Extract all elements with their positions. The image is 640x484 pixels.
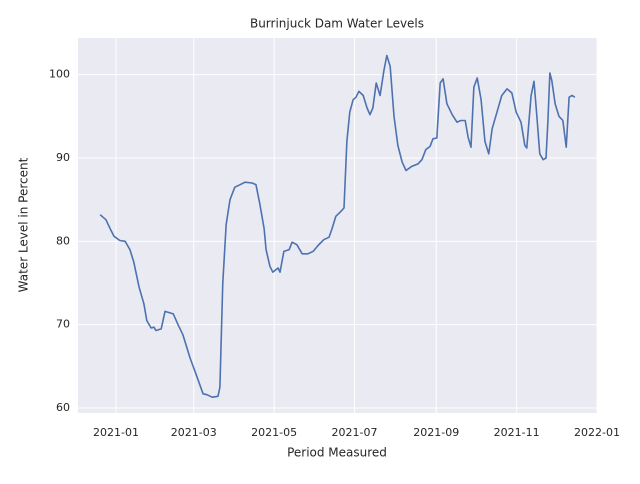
x-axis-label: Period Measured: [287, 446, 387, 460]
x-tick-label: 2021-07: [332, 426, 378, 439]
y-axis-label: Water Level in Percent: [17, 157, 31, 292]
x-tick-label: 2021-05: [251, 426, 297, 439]
x-tick-label: 2021-01: [93, 426, 139, 439]
x-tick-label: 2021-11: [494, 426, 540, 439]
chart-title: Burrinjuck Dam Water Levels: [250, 17, 424, 31]
y-tick-label: 60: [56, 401, 70, 414]
y-tick-label: 80: [56, 234, 70, 247]
x-tick-label: 2021-09: [413, 426, 459, 439]
plot-area: [78, 38, 597, 413]
y-tick-label: 90: [56, 151, 70, 164]
y-tick-label: 100: [49, 68, 70, 81]
grid: [78, 38, 598, 413]
x-tick-label: 2021-03: [171, 426, 217, 439]
data-line: [99, 54, 576, 398]
x-tick-label: 2022-01: [574, 426, 620, 439]
y-tick-label: 70: [56, 318, 70, 331]
